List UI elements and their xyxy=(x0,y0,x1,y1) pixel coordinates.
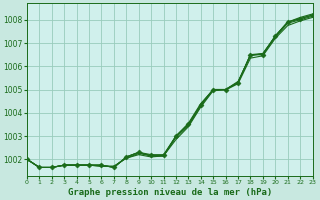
X-axis label: Graphe pression niveau de la mer (hPa): Graphe pression niveau de la mer (hPa) xyxy=(68,188,272,197)
